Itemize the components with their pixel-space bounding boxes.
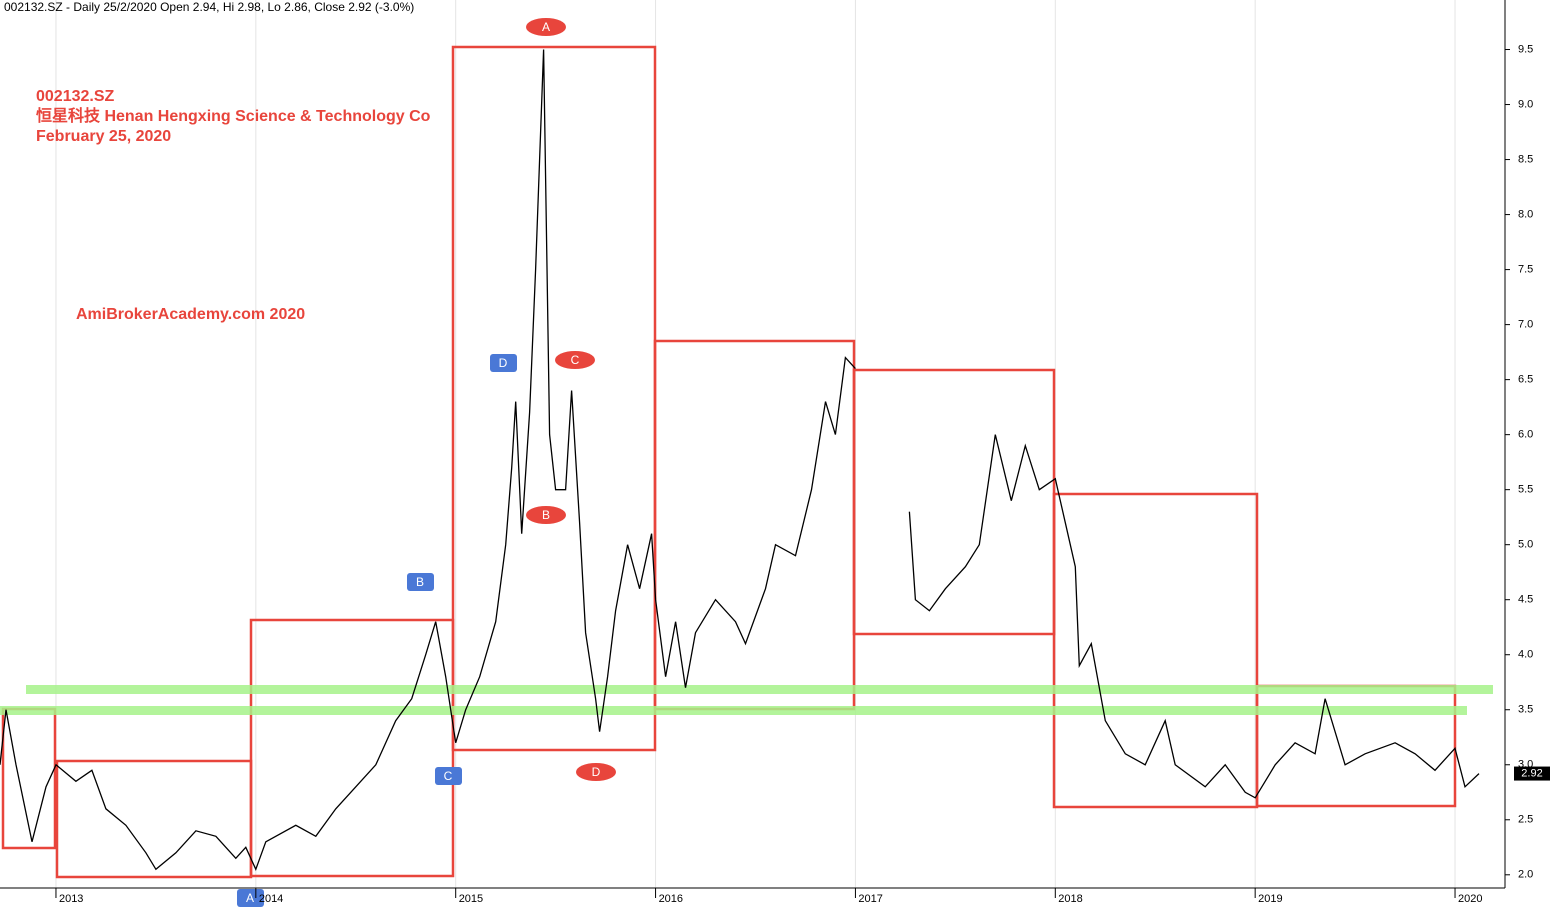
markers: A C B D D B C A [237, 18, 616, 907]
range-box [1052, 492, 1259, 809]
y-tick-label: 4.0 [1518, 649, 1533, 661]
y-tick-label: 6.5 [1518, 374, 1533, 386]
y-tick-label: 3.5 [1518, 704, 1533, 716]
x-tick-label: 2013 [59, 893, 83, 905]
marker [237, 889, 264, 907]
last-price-label: 2.92 [1521, 767, 1542, 779]
last-price-tag [1514, 766, 1550, 781]
range-boxes [1, 45, 1457, 879]
y-tick-label: 5.5 [1518, 484, 1533, 496]
x-tick-label: 2015 [459, 893, 483, 905]
y-tick-label: 2.0 [1518, 869, 1533, 881]
y-tick-label: 2.5 [1518, 814, 1533, 826]
header: 002132.SZ - Daily 25/2/2020 Open 2.94, H… [4, 0, 414, 14]
marker-label: A [542, 20, 550, 34]
y-tick-label: 9.0 [1518, 98, 1533, 110]
marker-label: B [416, 575, 424, 589]
support-band [0, 706, 1467, 715]
y-tick-label: 5.0 [1518, 539, 1533, 551]
marker [576, 763, 616, 781]
title-line: 恒星科技 Henan Hengxing Science & Technology… [36, 106, 431, 125]
marker [435, 767, 462, 785]
marker [555, 351, 595, 369]
watermark: AmiBrokerAcademy.com 2020 [76, 306, 305, 323]
y-tick-label: 7.0 [1518, 319, 1533, 331]
x-tick-label: 2014 [259, 893, 283, 905]
y-tick-label: 9.5 [1518, 43, 1533, 55]
marker-label: B [542, 508, 550, 522]
x-tick-label: 2020 [1458, 893, 1482, 905]
x-tick-label: 2019 [1258, 893, 1282, 905]
marker-label: D [592, 765, 601, 779]
price-line [0, 49, 1480, 872]
x-tick-label: 2018 [1058, 893, 1082, 905]
marker-label: C [571, 353, 580, 367]
title-line: 002132.SZ [36, 88, 115, 105]
x-tick-label: 2016 [659, 893, 683, 905]
y-tick-label: 6.0 [1518, 429, 1533, 441]
y-tick-label: 8.0 [1518, 208, 1533, 220]
marker-label: D [499, 356, 508, 370]
y-tick-label: 7.5 [1518, 263, 1533, 275]
y-tick-label: 4.5 [1518, 594, 1533, 606]
support-band [26, 685, 1493, 694]
marker-label: C [444, 769, 453, 783]
x-tick-label: 2017 [858, 893, 882, 905]
marker [407, 573, 434, 591]
marker-label: A [246, 891, 254, 905]
marker [526, 18, 566, 36]
title-line: February 25, 2020 [36, 128, 171, 145]
marker [490, 354, 517, 372]
marker [526, 506, 566, 524]
y-tick-label: 8.5 [1518, 153, 1533, 165]
plot [0, 49, 1480, 872]
